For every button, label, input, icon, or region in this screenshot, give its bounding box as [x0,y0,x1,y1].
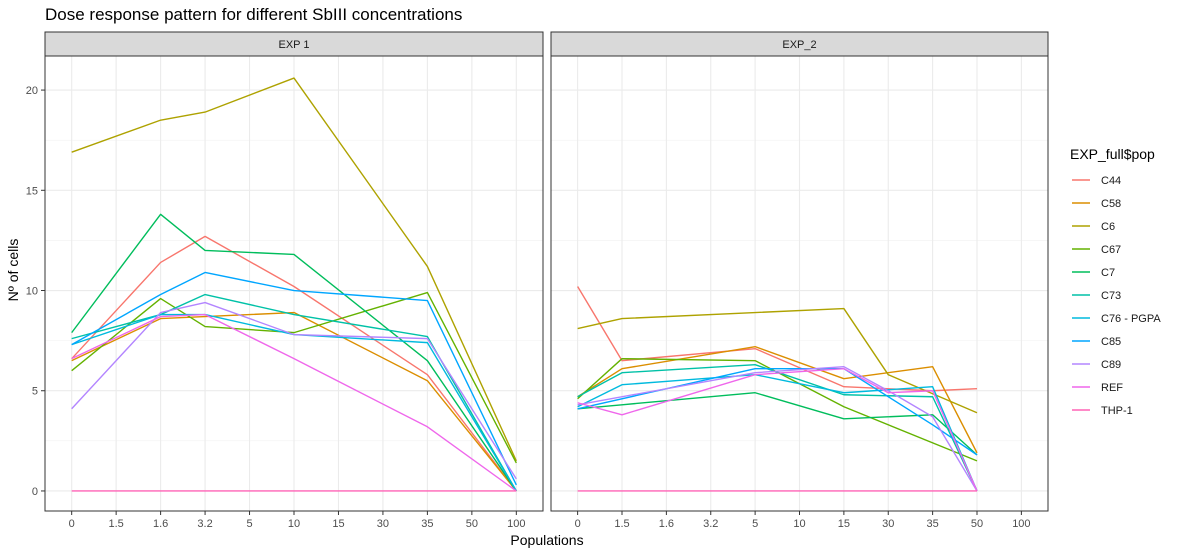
x-tick-label: 30 [882,518,894,530]
legend-label: C7 [1101,267,1115,279]
series-line-c58 [577,345,978,454]
legend: C44 C58 C6 C67 C7 C73 C76 - PGPA C85 C89 REF THP-1 [1072,175,1161,417]
legend-label: C73 [1101,290,1121,302]
legend-item-c73: C73 [1072,290,1121,302]
series-line-c89 [71,301,517,480]
x-tick-label: 1.6 [153,518,168,530]
series-line-c7 [71,213,517,492]
x-tick-label: 1.5 [614,518,629,530]
y-tick-label: 20 [26,85,38,97]
x-tick-label: 1.5 [108,518,123,530]
x-tick-label: 50 [971,518,983,530]
series-line-ref [577,367,978,492]
legend-label: C89 [1101,359,1121,371]
x-tick-label: 30 [377,518,389,530]
legend-label: C6 [1101,221,1115,233]
x-tick-label: 3.2 [703,518,718,530]
series-line-c67 [71,291,517,464]
panel-strip-label: EXP 1 [279,39,310,51]
legend-item-thp-1: THP-1 [1072,405,1133,417]
legend-item-c6: C6 [1072,221,1115,233]
x-axis-label: Populations [510,532,583,548]
series-line-c89 [577,365,978,492]
series-line-c76-pgpa [577,374,978,492]
series-line-c76-pgpa [71,313,517,492]
legend-label: C58 [1101,198,1121,210]
series-line-c7 [577,392,978,456]
panel-2: EXP_2 0 1.5 1.6 3.2 5 10 15 30 35 50 100 [550,31,1049,530]
y-tick-label: 0 [32,486,38,498]
legend-label: C67 [1101,244,1121,256]
legend-label: C44 [1101,175,1121,187]
legend-title: EXP_full$pop [1070,146,1155,162]
legend-item-c44: C44 [1072,175,1121,187]
series-line-c44 [71,235,517,492]
legend-item-c76-pgpa: C76 - PGPA [1072,313,1161,325]
series-line-c85 [71,271,517,486]
legend-label: C76 - PGPA [1101,313,1161,325]
x-tick-label: 5 [246,518,252,530]
x-tick-label: 0 [69,518,75,530]
series-line-c67 [577,357,978,462]
x-tick-label: 15 [332,518,344,530]
x-tick-label: 15 [838,518,850,530]
plot-layer: EXP 10 1.5 1.6 3.2 5 10 15 30 35 50 10005101520EXP… [26,31,1049,530]
legend-item-c89: C89 [1072,359,1121,371]
legend-item-c58: C58 [1072,198,1121,210]
x-tick-label: 5 [752,518,758,530]
chart-title: Dose response pattern for different SbII… [45,5,462,24]
series-line-c73 [577,363,978,492]
x-tick-label: 10 [288,518,300,530]
x-tick-label: 1.6 [659,518,674,530]
x-tick-label: 100 [507,518,525,530]
x-tick-label: 35 [927,518,939,530]
panel-strip-label: EXP_2 [782,39,816,51]
x-tick-label: 0 [575,518,581,530]
series-line-c6 [577,307,978,414]
x-tick-label: 100 [1012,518,1030,530]
legend-item-ref: REF [1072,382,1123,394]
series-line-c6 [71,77,517,462]
panel-1: EXP 1 0 1.5 1.6 3.2 5 10 15 30 35 50 100 0 5 10 15 20 [26,31,544,530]
y-axis-label: Nº of cells [5,239,21,302]
legend-item-c85: C85 [1072,336,1121,348]
x-tick-label: 10 [793,518,805,530]
legend-label: C85 [1101,336,1121,348]
legend-item-c7: C7 [1072,267,1115,279]
y-tick-label: 5 [32,386,38,398]
legend-label: THP-1 [1101,405,1133,417]
series-line-c44 [577,286,978,392]
x-tick-label: 35 [421,518,433,530]
legend-item-c67: C67 [1072,244,1121,256]
series-line-ref [71,313,517,492]
legend-label: REF [1101,382,1123,394]
x-tick-label: 50 [466,518,478,530]
y-tick-label: 15 [26,185,38,197]
x-tick-label: 3.2 [197,518,212,530]
series-line-c58 [71,311,517,492]
y-tick-label: 10 [26,286,38,298]
panel-strip [44,31,544,57]
